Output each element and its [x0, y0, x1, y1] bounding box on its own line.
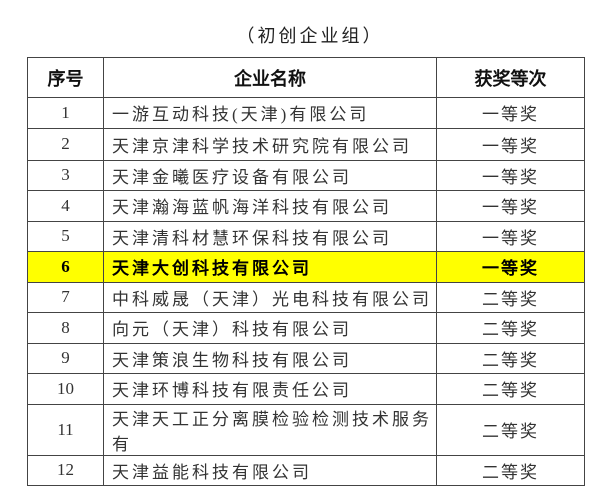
award-level: 一等奖 — [436, 127, 585, 161]
award-level: 一等奖 — [436, 251, 585, 283]
header-company: 企业名称 — [103, 57, 437, 98]
row-number: 5 — [27, 220, 104, 252]
table-row: 9 天津策浪生物科技有限公司 二等奖 — [27, 342, 585, 374]
company-name: 天津大创科技有限公司 — [103, 251, 437, 283]
award-level: 二等奖 — [436, 312, 585, 344]
award-level: 一等奖 — [436, 220, 585, 252]
row-number: 12 — [27, 454, 104, 486]
award-level: 二等奖 — [436, 342, 585, 374]
award-level: 二等奖 — [436, 373, 585, 405]
table-row: 8 向元（天津）科技有限公司 二等奖 — [27, 312, 585, 344]
row-number: 10 — [27, 373, 104, 405]
table-header: 序号 企业名称 获奖等次 — [27, 57, 585, 98]
company-name: 天津清科材慧环保科技有限公司 — [103, 220, 437, 252]
row-number: 11 — [27, 403, 104, 456]
company-name: 一游互动科技(天津)有限公司 — [103, 97, 437, 129]
company-name: 天津瀚海蓝帆海洋科技有限公司 — [103, 190, 437, 222]
table-row: 2 天津京津科学技术研究院有限公司 一等奖 — [27, 127, 585, 161]
row-number: 3 — [27, 159, 104, 191]
row-number: 9 — [27, 342, 104, 374]
table-row: 1 一游互动科技(天津)有限公司 一等奖 — [27, 97, 585, 129]
table-row: 6 天津大创科技有限公司 一等奖 — [27, 251, 585, 283]
table-row: 11 天津天工正分离膜检验检测技术服务有 二等奖 — [27, 403, 585, 456]
table-row: 10 天津环博科技有限责任公司 二等奖 — [27, 373, 585, 405]
header-award: 获奖等次 — [436, 57, 585, 98]
award-level: 一等奖 — [436, 97, 585, 129]
company-name: 天津金曦医疗设备有限公司 — [103, 159, 437, 191]
row-number: 8 — [27, 312, 104, 344]
header-no: 序号 — [27, 57, 104, 98]
award-level: 二等奖 — [436, 281, 585, 313]
awards-table: 序号 企业名称 获奖等次 1 一游互动科技(天津)有限公司 一等奖 2 天津京津科学技术… — [27, 57, 585, 486]
company-name: 天津京津科学技术研究院有限公司 — [103, 127, 437, 161]
award-level: 二等奖 — [436, 403, 585, 456]
row-number: 1 — [27, 97, 104, 129]
row-number: 2 — [27, 127, 104, 161]
award-level: 二等奖 — [436, 454, 585, 486]
company-name: 向元（天津）科技有限公司 — [103, 312, 437, 344]
company-name: 天津策浪生物科技有限公司 — [103, 342, 437, 374]
company-name: 天津天工正分离膜检验检测技术服务有 — [103, 403, 437, 456]
row-number: 6 — [27, 251, 104, 283]
table-row: 12 天津益能科技有限公司 二等奖 — [27, 454, 585, 486]
company-name: 中科威晟（天津）光电科技有限公司 — [103, 281, 437, 313]
award-level: 一等奖 — [436, 190, 585, 222]
table-row: 3 天津金曦医疗设备有限公司 一等奖 — [27, 159, 585, 191]
company-name: 天津益能科技有限公司 — [103, 454, 437, 486]
row-number: 7 — [27, 281, 104, 313]
row-number: 4 — [27, 190, 104, 222]
table-row: 7 中科威晟（天津）光电科技有限公司 二等奖 — [27, 281, 585, 313]
section-title: （初创企业组） — [236, 26, 384, 46]
company-name: 天津环博科技有限责任公司 — [103, 373, 437, 405]
table-row: 4 天津瀚海蓝帆海洋科技有限公司 一等奖 — [27, 190, 585, 222]
table-row: 5 天津清科材慧环保科技有限公司 一等奖 — [27, 220, 585, 252]
award-level: 一等奖 — [436, 159, 585, 191]
